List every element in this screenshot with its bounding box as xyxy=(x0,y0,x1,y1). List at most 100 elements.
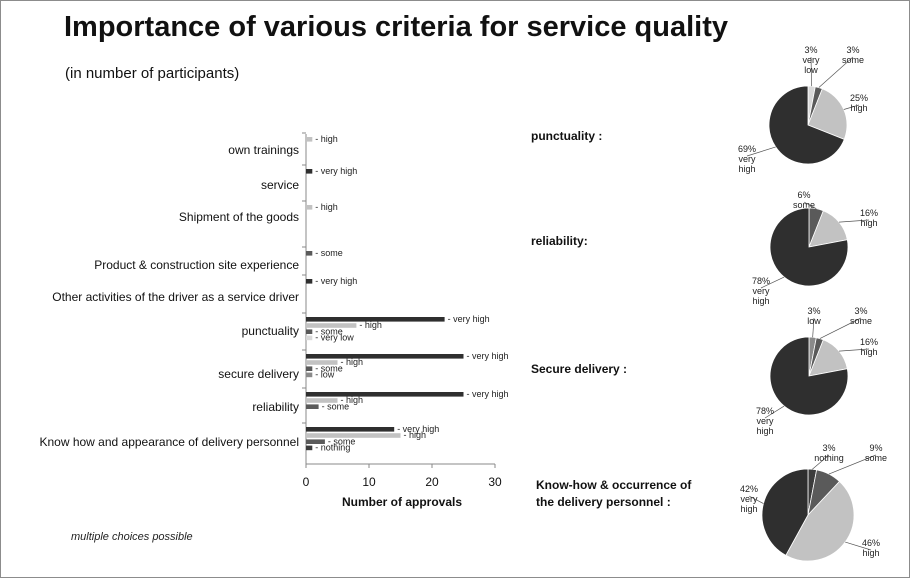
bar-product-construction-site-experience-some xyxy=(306,251,313,256)
pie-slice-label: 78% very high xyxy=(756,406,774,436)
bar-know-how-and-appearance-of-delivery-personnel-some xyxy=(306,439,325,444)
pie-slice-label: 3% low xyxy=(807,306,821,326)
pie-4: 3% nothing 9% some 46% high 42% very high xyxy=(740,443,887,562)
bar-label: - low xyxy=(315,370,335,380)
bar-know-how-and-appearance-of-delivery-personnel-high xyxy=(306,433,401,438)
bar-label: - some xyxy=(315,248,343,258)
pie-slice-25-high xyxy=(807,88,848,140)
pie-leader-line xyxy=(819,317,862,339)
category-label-other-activities-of-the-driver-as-a-service-driver: Other activities of the driver as a serv… xyxy=(52,290,299,304)
category-label-reliability: reliability xyxy=(252,400,299,414)
bar-own-trainings-high xyxy=(306,137,313,142)
bar-punctuality-high xyxy=(306,323,357,328)
bar-punctuality-very-low xyxy=(306,335,313,341)
pie-slice-label: 6% some xyxy=(793,190,815,210)
pie-2: 6% some 16% high 78% very high xyxy=(752,190,878,306)
bar-label: - some xyxy=(328,436,356,446)
bar-label: - high xyxy=(315,134,338,144)
pie-leader-line xyxy=(746,146,776,157)
bar-label: - very low xyxy=(315,333,354,343)
bar-label: - some xyxy=(322,401,350,411)
bar-secure-delivery-very-high xyxy=(306,354,464,359)
x-tick-label: 30 xyxy=(488,475,502,489)
bar-secure-delivery-some xyxy=(306,366,313,371)
pie-slice-label: 9% some xyxy=(865,443,887,463)
pie-3: 3% low 3% some 16% high 78% very high xyxy=(756,306,878,436)
pie-slice-label: 25% high xyxy=(850,93,868,113)
pie-title-know-how: Know-how & occurrence of the delivery pe… xyxy=(536,478,692,509)
pie-title-reliability: reliability: xyxy=(531,234,588,248)
pie-slice-label: 3% some xyxy=(850,306,872,326)
pie-slice-69-very-high xyxy=(768,85,845,165)
bar-know-how-and-appearance-of-delivery-personnel-very-high xyxy=(306,427,395,432)
bar-secure-delivery-high xyxy=(306,360,338,365)
bar-label: - very high xyxy=(467,351,509,361)
pie-slice-label: 3% some xyxy=(842,45,864,65)
category-label-own-trainings: own trainings xyxy=(228,143,299,157)
pie-leader-line xyxy=(839,348,870,352)
page-title: Importance of various criteria for servi… xyxy=(64,11,729,43)
pie-leader-line xyxy=(812,317,815,338)
bar-label: - very high xyxy=(315,166,357,176)
x-axis-title: Number of approvals xyxy=(342,495,462,509)
pie-leader-line xyxy=(843,104,860,110)
pie-slice-label: 42% very high xyxy=(740,484,758,514)
pie-slice-label: 78% very high xyxy=(752,276,770,306)
category-label-shipment-of-the-goods: Shipment of the goods xyxy=(179,210,299,224)
bar-punctuality-some xyxy=(306,329,313,334)
x-tick-label: 10 xyxy=(362,475,376,489)
pie-slice-label: 3% nothing xyxy=(814,443,844,463)
pie-leader-line xyxy=(803,201,817,209)
pie-leader-line xyxy=(812,454,830,470)
category-label-know-how-and-appearance-of-delivery-personnel: Know how and appearance of delivery pers… xyxy=(39,435,299,449)
bar-shipment-of-the-goods-high xyxy=(306,205,313,210)
bar-label: - some xyxy=(315,326,343,336)
pie-leader-line xyxy=(810,56,813,87)
bar-label: - some xyxy=(315,363,343,373)
bar-label: - high xyxy=(341,395,364,405)
pie-leader-line xyxy=(764,405,785,419)
pie-leader-line xyxy=(839,219,870,223)
pie-slice-label: 16% high xyxy=(860,208,878,228)
pie-1: 3% very low 3% some 25% high 69% very high xyxy=(738,45,868,174)
pie-slice-78-very-high xyxy=(769,336,849,416)
category-label-product-construction-site-experience: Product & construction site experience xyxy=(94,258,299,272)
bar-know-how-and-appearance-of-delivery-personnel-nothing xyxy=(306,445,313,451)
footnote: multiple choices possible xyxy=(71,531,193,543)
pie-leader-line xyxy=(828,454,877,475)
pie-leader-line xyxy=(748,495,764,504)
pie-slice-label: 46% high xyxy=(862,538,880,558)
bar-label: - high xyxy=(315,202,338,212)
bar-label: - very high xyxy=(397,424,439,434)
bar-reliability-high xyxy=(306,398,338,403)
bar-punctuality-very-high xyxy=(306,317,445,322)
bar-label: - very high xyxy=(315,276,357,286)
pie-leader-line xyxy=(845,541,872,551)
bar-secure-delivery-low xyxy=(306,372,313,378)
bar-label: - high xyxy=(359,320,382,330)
x-tick-label: 20 xyxy=(425,475,439,489)
page-subtitle: (in number of participants) xyxy=(65,65,240,82)
category-label-secure-delivery: secure delivery xyxy=(218,367,299,381)
pie-leader-line xyxy=(818,56,854,88)
pie-title-punctuality: punctuality : xyxy=(531,129,603,143)
pie-leader-line xyxy=(760,276,785,289)
bar-label: - very high xyxy=(467,389,509,399)
bar-other-activities-of-the-driver-as-a-service-driver-very-high xyxy=(306,279,313,284)
bar-label: - very high xyxy=(448,314,490,324)
bar-reliability-some xyxy=(306,404,319,409)
bar-label: - high xyxy=(341,357,364,367)
pie-slice-label: 69% very high xyxy=(738,144,756,174)
bar-label: - nothing xyxy=(315,443,350,453)
pie-slice-label: 16% high xyxy=(860,337,878,357)
bar-label: - high xyxy=(404,430,427,440)
category-label-service: service xyxy=(261,178,299,192)
pie-slice-78-very-high xyxy=(769,207,849,287)
pie-title-secure-delivery: Secure delivery : xyxy=(531,362,628,376)
x-tick-label: 0 xyxy=(303,475,310,489)
pie-slice-label: 3% very low xyxy=(802,45,820,75)
bar-reliability-very-high xyxy=(306,392,464,397)
